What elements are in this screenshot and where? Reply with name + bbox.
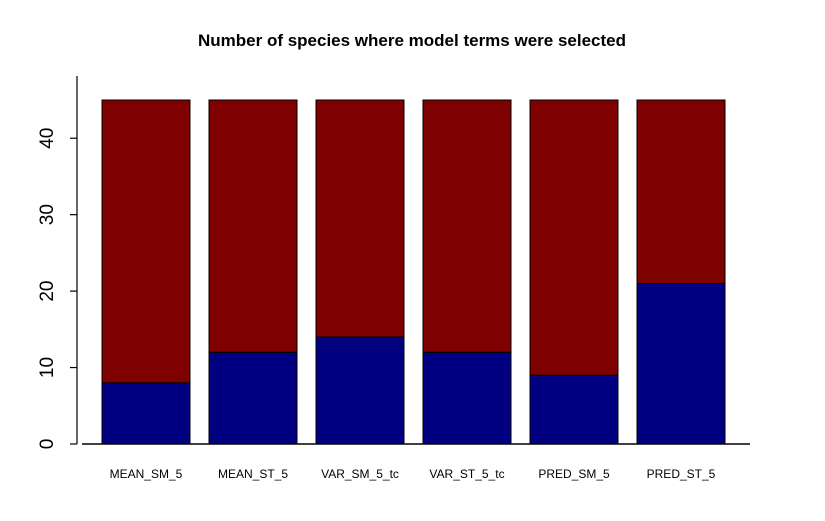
bars-group xyxy=(101,99,726,445)
x-tick-label: VAR_ST_5_tc xyxy=(429,467,504,481)
bar-mean-st-5-series-1 xyxy=(208,351,298,445)
bar-var-sm-5-tc-series-1 xyxy=(315,336,405,445)
bar-var-st-5-tc-series-1 xyxy=(422,351,512,445)
y-tick-label: 0 xyxy=(37,439,58,450)
y-tick-label: 30 xyxy=(37,204,58,225)
bar-var-st-5-tc-series-2 xyxy=(422,99,512,353)
y-tick-label: 40 xyxy=(37,128,58,149)
x-tick-label: MEAN_ST_5 xyxy=(218,467,288,481)
bar-var-sm-5-tc-series-2 xyxy=(315,99,405,338)
axes-group: MEAN_SM_5 MEAN_ST_5 VAR_SM_5_tc VAR_ST_5_tc… xyxy=(37,76,750,481)
y-tick-label: 20 xyxy=(37,281,58,302)
bar-pred-st-5-series-1 xyxy=(636,282,726,445)
bar-mean-st-5-series-2 xyxy=(208,99,298,353)
bar-pred-st-5-series-2 xyxy=(636,99,726,284)
bar-pred-sm-5-series-1 xyxy=(529,374,619,445)
x-tick-label: PRED_ST_5 xyxy=(647,467,716,481)
bar-pred-sm-5-series-2 xyxy=(529,99,619,376)
x-tick-label: PRED_SM_5 xyxy=(538,467,610,481)
x-tick-label: MEAN_SM_5 xyxy=(110,467,183,481)
chart-title: Number of species where model terms were… xyxy=(198,31,626,50)
bar-mean-sm-5-series-2 xyxy=(101,99,191,384)
y-tick-label: 10 xyxy=(37,357,58,378)
bar-mean-sm-5-series-1 xyxy=(101,382,191,445)
x-tick-label: VAR_SM_5_tc xyxy=(321,467,399,481)
